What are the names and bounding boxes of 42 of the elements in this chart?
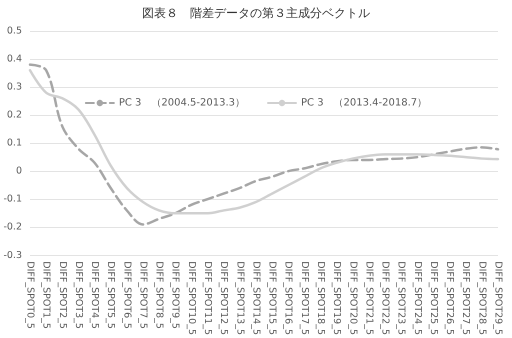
x-tick-label: DIFF_SPOT1_5	[40, 261, 52, 329]
x-tick-label: DIFF_SPOT3_5	[72, 261, 84, 329]
x-tick-label: DIFF_SPOT17_5	[298, 261, 310, 335]
y-tick-label: 0.1	[6, 138, 22, 149]
x-tick-label: DIFF_SPOT16_5	[282, 261, 294, 335]
x-tick-label: DIFF_SPOT28_5	[476, 261, 488, 335]
y-tick-label: 0.4	[6, 54, 22, 65]
x-tick-label: DIFF_SPOT21_5	[363, 261, 374, 335]
x-tick-label: DIFF_SPOT19_5	[331, 261, 342, 335]
x-tick-label: DIFF_SPOT10_5	[186, 261, 197, 335]
y-tick-label: 0.2	[6, 110, 22, 121]
x-tick-label: DIFF_SPOT20_5	[347, 261, 358, 335]
x-tick-label: DIFF_SPOT0_5	[24, 261, 36, 329]
x-tick-label: DIFF_SPOT4_5	[89, 261, 100, 329]
x-tick-label: DIFF_SPOT15_5	[266, 261, 278, 335]
y-tick-label: 0.5	[6, 26, 22, 36]
x-tick-label: DIFF_SPOT12_5	[218, 261, 230, 335]
legend-label: PC 3 （2004.5-2013.3）	[118, 98, 246, 108]
y-tick-label: -0.2	[3, 222, 22, 233]
legend-label: PC 3 （2013.4-2018.7）	[301, 98, 428, 108]
x-tick-label: DIFF_SPOT27_5	[460, 261, 472, 335]
y-tick-label: -0.1	[3, 194, 22, 205]
x-tick-label: DIFF_SPOT11_5	[202, 261, 214, 335]
x-tick-label: DIFF_SPOT24_5	[412, 261, 423, 335]
x-tick-label: DIFF_SPOT5_5	[105, 261, 116, 329]
x-tick-label: DIFF_SPOT23_5	[396, 261, 407, 335]
x-tick-label: DIFF_SPOT2_5	[56, 261, 68, 329]
x-tick-label: DIFF_SPOT13_5	[234, 261, 246, 335]
x-tick-label: DIFF_SPOT22_5	[380, 261, 391, 335]
x-tick-label: DIFF_SPOT18_5	[314, 261, 326, 335]
x-tick-label: DIFF_SPOT9_5	[170, 261, 181, 329]
y-tick-label: 0	[16, 166, 22, 177]
x-tick-label: DIFF_SPOT14_5	[250, 261, 262, 335]
y-tick-label: -0.3	[3, 250, 22, 261]
y-tick-label: 0.3	[6, 82, 22, 93]
x-tick-label: DIFF_SPOT6_5	[121, 261, 132, 329]
chart-title: 図表８ 階差データの第３主成分ベクトル	[142, 6, 370, 20]
x-tick-label: DIFF_SPOT8_5	[154, 261, 165, 329]
x-tick-label: DIFF_SPOT29_5	[492, 261, 504, 335]
x-tick-label: DIFF_SPOT26_5	[444, 261, 456, 335]
x-tick-label: DIFF_SPOT25_5	[428, 261, 439, 335]
x-tick-label: DIFF_SPOT7_5	[137, 261, 148, 329]
